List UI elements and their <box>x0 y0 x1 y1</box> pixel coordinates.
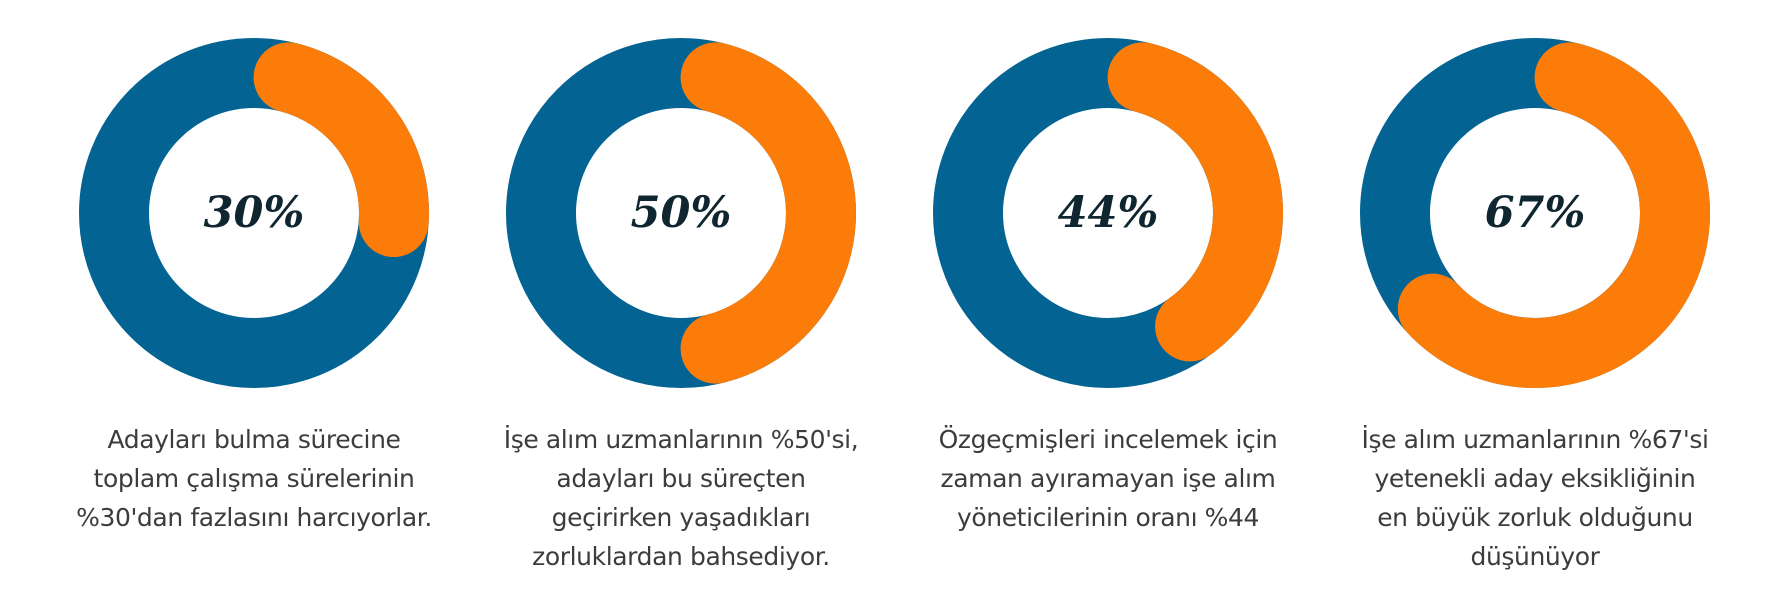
donut-chart <box>79 38 429 388</box>
percentage-label: 50% <box>630 188 732 238</box>
caption-line: düşünüyor <box>1470 542 1600 571</box>
caption-line: %30'dan fazlasını harcıyorlar. <box>76 503 432 532</box>
percentage-label: 30% <box>203 188 305 238</box>
donut-panel: 50% İşe alım uzmanlarının %50'si, adayla… <box>457 0 905 594</box>
donut-progress-arc <box>680 42 856 384</box>
donut-caption: Adayları bulma sürecine toplam çalışma s… <box>74 420 434 537</box>
caption-line: Adayları bulma sürecine <box>107 425 401 454</box>
donut-chart <box>506 38 856 388</box>
caption-line: toplam çalışma sürelerinin <box>93 464 415 493</box>
donut-progress-arc <box>253 42 429 258</box>
caption-line: yetenekli aday eksikliğinin <box>1374 464 1696 493</box>
caption-line: geçirirken yaşadıkları <box>551 503 811 532</box>
donut-caption: İşe alım uzmanlarının %67'si yetenekli a… <box>1355 420 1715 576</box>
caption-line: en büyük zorluk olduğunu <box>1377 503 1693 532</box>
donut-progress-arc <box>1107 42 1283 362</box>
donut-progress-arc <box>1397 42 1710 388</box>
caption-line: zaman ayıramayan işe alım <box>940 464 1276 493</box>
caption-line: Özgeçmişleri incelemek için <box>938 425 1278 454</box>
caption-line: yöneticilerinin oranı %44 <box>956 503 1260 532</box>
donut-caption: Özgeçmişleri incelemek için zaman ayıram… <box>928 420 1288 537</box>
donut-panel: 67% İşe alım uzmanlarının %67'si yetenek… <box>1311 0 1759 594</box>
caption-line: İşe alım uzmanlarının %50'si, <box>503 425 859 454</box>
caption-line: zorluklardan bahsediyor. <box>532 542 830 571</box>
donut-panel: 30% Adayları bulma sürecine toplam çalış… <box>30 0 478 594</box>
caption-line: İşe alım uzmanlarının %67'si <box>1361 425 1709 454</box>
percentage-label: 67% <box>1484 188 1586 238</box>
donut-chart <box>933 38 1283 388</box>
percentage-label: 44% <box>1057 188 1159 238</box>
donut-caption: İşe alım uzmanlarının %50'si, adayları b… <box>501 420 861 576</box>
donut-panel: 44% Özgeçmişleri incelemek için zaman ay… <box>884 0 1332 594</box>
caption-line: adayları bu süreçten <box>556 464 806 493</box>
donut-chart <box>1360 38 1710 388</box>
